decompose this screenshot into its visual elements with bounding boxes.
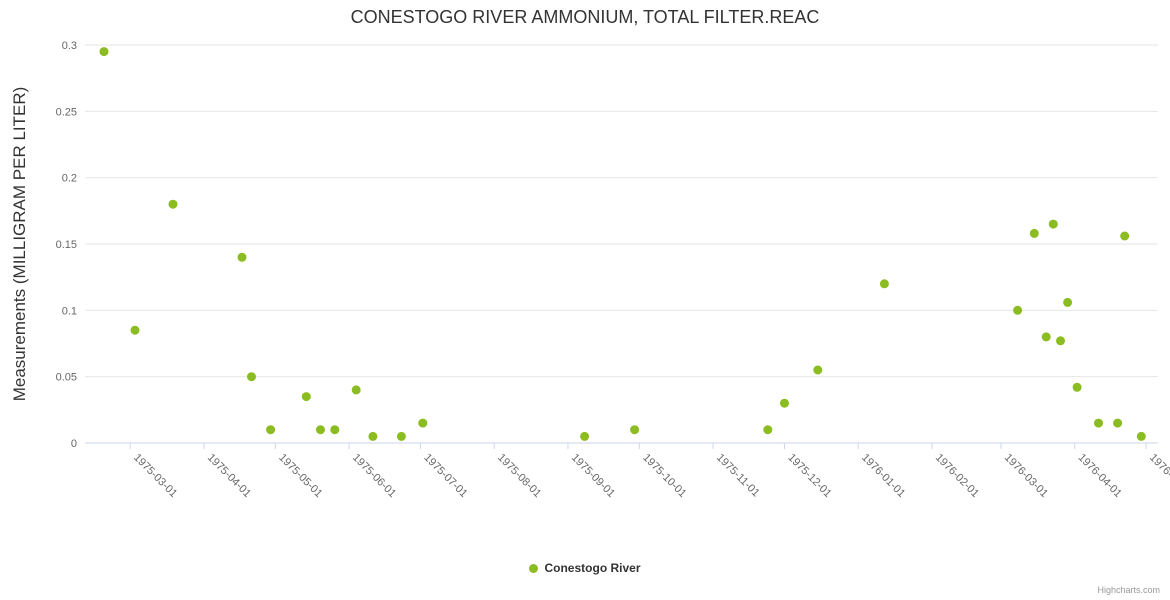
x-tick-label: 1975-09-01 [569,452,617,500]
data-point[interactable] [1048,219,1058,229]
data-point[interactable] [168,199,178,209]
data-point[interactable] [813,365,823,375]
data-point[interactable] [1013,305,1023,315]
data-point[interactable] [368,431,378,441]
x-tick-label: 1976-05-01 [1147,452,1170,500]
data-point[interactable] [763,425,773,435]
x-tick-label: 1976-03-01 [1002,452,1050,500]
data-point[interactable] [1041,332,1051,342]
chart-title: CONESTOGO RIVER AMMONIUM, TOTAL FILTER.R… [350,7,820,27]
data-point[interactable] [630,425,640,435]
x-tick-label: 1976-04-01 [1076,452,1124,500]
y-tick-label: 0.05 [56,372,77,384]
data-point[interactable] [580,431,590,441]
data-point[interactable] [351,385,361,395]
data-point[interactable] [266,425,276,435]
x-tick-label: 1975-10-01 [640,452,688,500]
data-point[interactable] [396,431,406,441]
data-point[interactable] [1056,336,1065,346]
data-point[interactable] [247,372,256,382]
x-tick-label: 1975-05-01 [276,452,324,500]
x-tick-label: 1975-03-01 [131,452,179,500]
y-tick-label: 0.15 [56,239,77,251]
data-point[interactable] [780,398,789,408]
y-tick-label: 0.3 [62,40,77,52]
data-point[interactable] [316,425,325,435]
y-tick-label: 0.25 [56,106,77,118]
y-tick-label: 0.2 [62,173,77,185]
y-axis-title: Measurements (MILLIGRAM PER LITER) [10,87,29,402]
data-point[interactable] [418,418,428,428]
data-point[interactable] [1029,228,1039,238]
data-point[interactable] [1094,418,1103,428]
data-point[interactable] [879,279,889,289]
x-tick-label: 1975-06-01 [350,452,398,500]
data-point[interactable] [237,252,247,262]
x-tick-label: 1976-02-01 [933,452,981,500]
y-tick-label: 0 [71,438,77,450]
data-point[interactable] [1120,231,1130,241]
data-point[interactable] [1072,382,1082,392]
data-point[interactable] [301,392,311,402]
data-point[interactable] [330,425,340,435]
x-tick-label: 1975-08-01 [495,452,543,500]
y-tick-label: 0.1 [62,305,77,317]
x-tick-label: 1975-12-01 [785,452,833,500]
legend-series-marker-icon[interactable] [529,563,539,573]
legend-series-label[interactable]: Conestogo River [544,561,641,575]
x-tick-label: 1975-07-01 [421,452,469,500]
x-tick-label: 1976-01-01 [859,452,907,500]
data-point[interactable] [1113,418,1123,428]
x-tick-label: 1975-04-01 [205,452,253,500]
data-point[interactable] [1136,431,1146,441]
data-point[interactable] [1063,297,1073,307]
credits-link[interactable]: Highcharts.com [1097,585,1160,595]
x-tick-label: 1975-11-01 [714,452,762,500]
data-point[interactable] [130,325,140,335]
data-point[interactable] [99,47,109,57]
legend: Conestogo River [0,561,1170,575]
